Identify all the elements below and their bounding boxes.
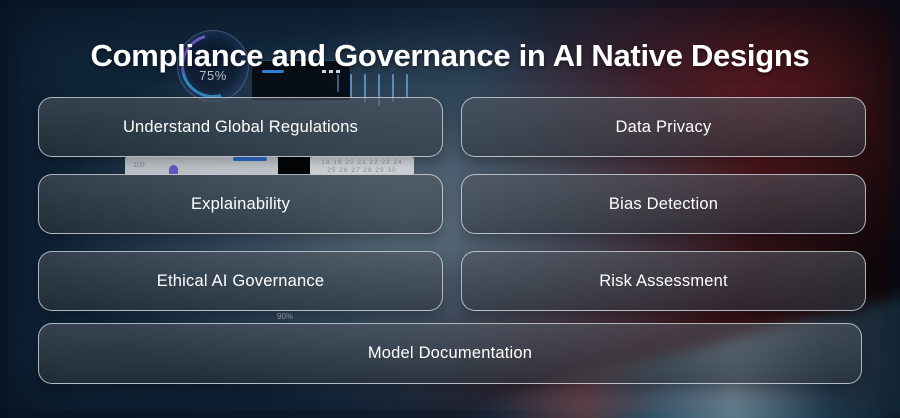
card-understand-global-regulations[interactable]: Understand Global Regulations <box>38 97 443 157</box>
card-label: Ethical AI Governance <box>156 271 325 290</box>
chart-dot <box>169 165 178 174</box>
card-explainability[interactable]: Explainability <box>38 174 443 234</box>
chart-bar-line <box>406 74 408 98</box>
card-risk-assessment[interactable]: Risk Assessment <box>461 251 866 311</box>
card-ethical-ai-governance[interactable]: Ethical AI Governance <box>38 251 443 311</box>
chart-bar <box>233 157 267 161</box>
card-label: Data Privacy <box>615 117 712 136</box>
background-chart-strip: 100 <box>125 157 278 175</box>
background-percent-label: 90% <box>277 312 294 321</box>
card-model-documentation[interactable]: Model Documentation <box>38 323 862 384</box>
card-label: Model Documentation <box>367 344 533 362</box>
card-label: Understand Global Regulations <box>122 117 359 136</box>
card-label: Explainability <box>190 194 291 213</box>
chart-axis-label: 100 <box>133 162 145 169</box>
card-label: Risk Assessment <box>599 271 728 290</box>
chart-bar-line <box>350 74 352 98</box>
background-calendar-strip: 18 19 20 21 22 23 24 25 26 27 28 29 30 <box>310 157 414 175</box>
card-label: Bias Detection <box>608 194 719 213</box>
chart-bar-line <box>337 74 339 92</box>
calendar-week-row: 18 19 20 21 22 23 24 <box>321 159 403 166</box>
card-data-privacy[interactable]: Data Privacy <box>461 97 866 157</box>
phone-edge-shadow <box>278 157 310 175</box>
page-title: Compliance and Governance in AI Native D… <box>90 38 810 73</box>
card-bias-detection[interactable]: Bias Detection <box>461 174 866 234</box>
